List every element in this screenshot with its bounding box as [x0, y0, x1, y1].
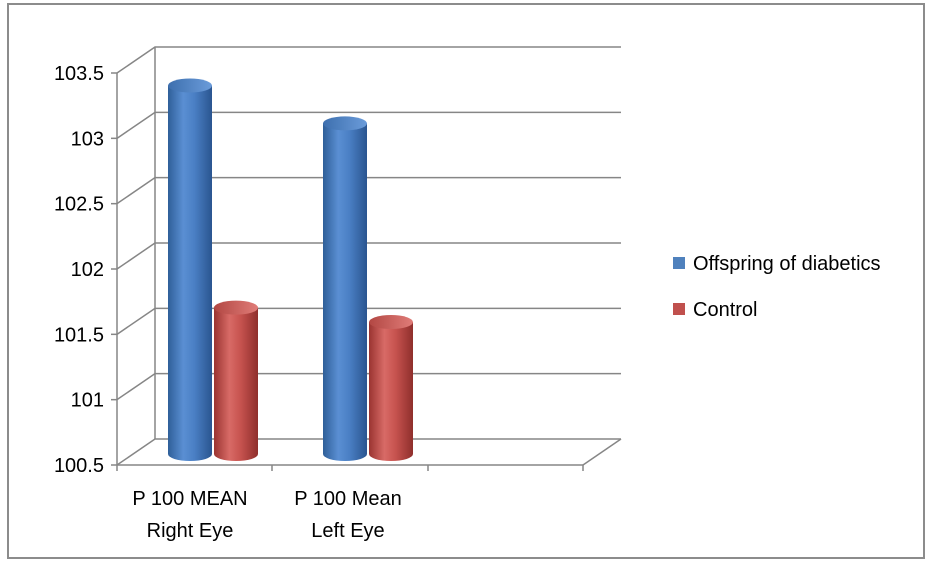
legend-swatch — [673, 257, 685, 269]
floor-right-edge — [582, 438, 622, 466]
category-label: P 100 MEAN — [132, 488, 247, 510]
category-labels: P 100 MEAN Right Eye P 100 Mean Left Eye — [132, 488, 401, 542]
chart-frame — [7, 3, 925, 559]
y-tick-label: 101 — [71, 390, 104, 412]
y-tick-label: 103.5 — [54, 63, 104, 85]
category-label: P 100 Mean — [294, 488, 402, 510]
category-label: Right Eye — [147, 520, 234, 542]
legend-swatch — [673, 303, 685, 315]
gridline — [116, 46, 621, 74]
bar-body — [323, 123, 367, 461]
bar-top — [214, 300, 258, 315]
legend-item-control: Control — [673, 299, 757, 321]
legend-item-offspring: Offspring of diabetics — [673, 253, 881, 275]
category-label: Left Eye — [311, 520, 384, 542]
y-tick-label: 101.5 — [54, 324, 104, 346]
legend-label: Control — [693, 299, 757, 321]
legend-label: Offspring of diabetics — [693, 253, 881, 275]
bars — [168, 78, 413, 462]
y-tick-label: 103 — [71, 128, 104, 150]
bar-control-right-eye — [214, 300, 258, 461]
y-tick-labels: 100.5 101 101.5 102 102.5 103 103.5 — [54, 63, 104, 477]
legend: Offspring of diabetics Control — [673, 253, 881, 321]
bar-top — [323, 116, 367, 131]
bar-offspring-left-eye — [323, 116, 367, 461]
bar-top — [168, 78, 212, 93]
bar-body — [369, 322, 413, 461]
bar-offspring-right-eye — [168, 78, 212, 462]
bar-top — [369, 315, 413, 330]
bar-body — [168, 85, 212, 462]
axes — [111, 47, 622, 471]
y-tick-label: 102.5 — [54, 194, 104, 216]
bar-control-left-eye — [369, 315, 413, 461]
bar-body — [214, 307, 258, 461]
y-tick-label: 102 — [71, 259, 104, 281]
y-tick-label: 100.5 — [54, 455, 104, 477]
